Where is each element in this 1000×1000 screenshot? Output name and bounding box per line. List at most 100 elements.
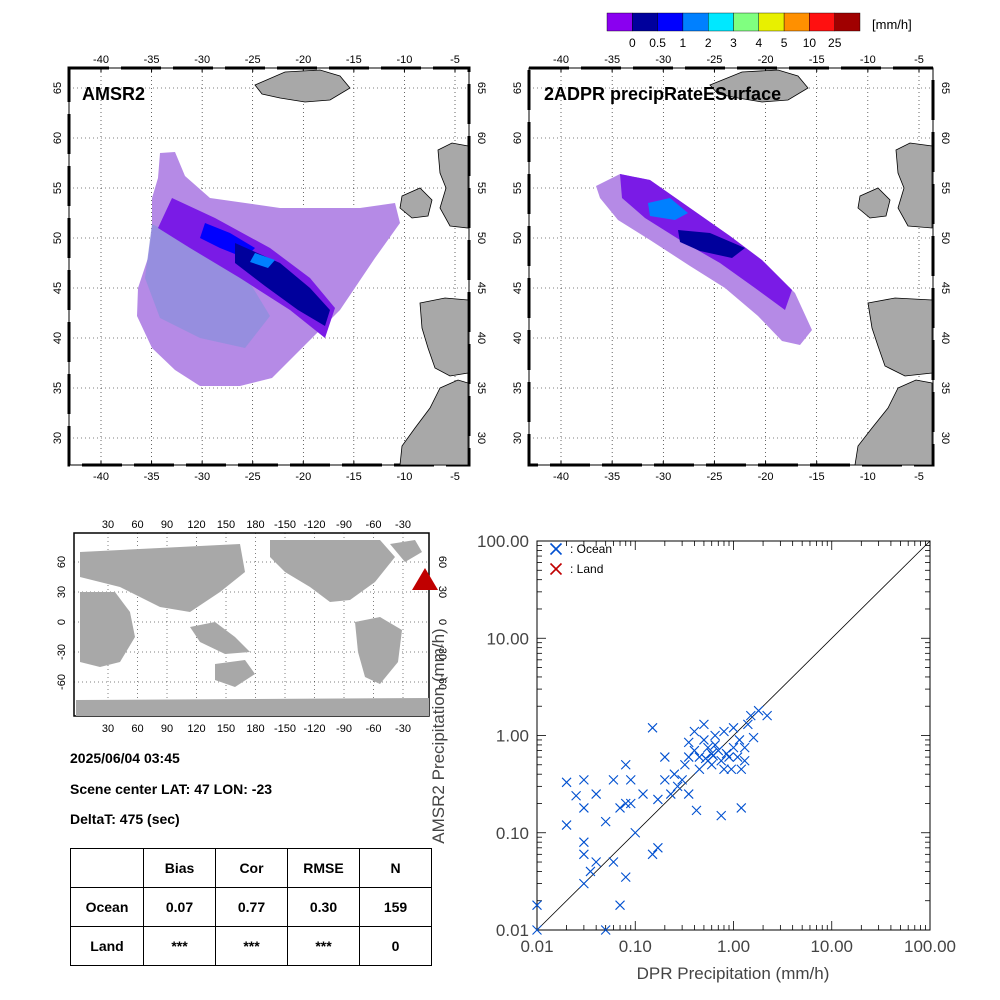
data-point-stroke — [578, 878, 589, 889]
map-left-lat-labels: 65 60 55 50 45 40 35 30 — [512, 82, 524, 444]
data-point-stroke — [677, 774, 688, 785]
map-lat-label: 30 — [475, 432, 487, 444]
map-right-lat-labels: 65 60 55 50 45 40 35 30 — [475, 82, 487, 444]
stats-row-label: Land — [70, 926, 144, 966]
ocean-data-point — [677, 774, 688, 785]
data-point-stroke — [745, 710, 756, 721]
ocean-data-point — [689, 726, 700, 737]
dpr-map-panel: -40 -35 -30 -25 -20 -15 -10 -5 -40 -35 -30 -25 -20-… — [512, 54, 951, 483]
world-lat-label: 60 — [436, 556, 448, 568]
ocean-data-point — [615, 900, 625, 911]
data-point-stroke — [728, 742, 739, 753]
world-left-lat-labels: 60 30 0 -30 -60 — [56, 556, 68, 690]
data-point-stroke — [728, 722, 739, 733]
ocean-data-point — [600, 925, 611, 935]
colorbar-label: 5 — [781, 36, 788, 50]
ocean-data-point — [700, 753, 711, 764]
ocean-data-point — [665, 789, 676, 799]
map-lat-label: 55 — [52, 182, 64, 194]
colorbar-swatch — [632, 12, 658, 32]
map-lat-label: 30 — [52, 432, 64, 444]
ocean-data-point — [691, 805, 702, 816]
colorbar-swatch — [834, 12, 861, 32]
data-point-stroke — [742, 719, 753, 730]
stats-row-ocean: Ocean 0.07 0.77 0.30 159 — [70, 887, 432, 927]
colorbar-swatch — [783, 12, 810, 32]
data-point-stroke — [710, 740, 721, 750]
data-point-stroke — [739, 742, 750, 753]
colorbar-swatch — [682, 12, 709, 32]
map-top-lon-labels: -40 -35 -30 -25 -20 -15 -10 -5 — [93, 54, 460, 66]
colorbar-label: 2 — [705, 36, 712, 50]
scatter-x-tick-label: 1.00 — [717, 937, 750, 956]
data-point-stroke — [691, 805, 702, 816]
ocean-data-point — [625, 774, 636, 785]
ocean-data-point — [699, 735, 709, 745]
world-lat-label: -30 — [436, 644, 448, 660]
ocean-data-point — [600, 816, 611, 827]
map-lon-label: -30 — [194, 471, 210, 483]
statistics-table: Bias Cor RMSE N Ocean 0.07 0.77 0.30 159… — [70, 848, 432, 966]
map-top-lon-labels: -40 -35 -30 -25 -20 -15 -10 -5 — [553, 54, 924, 66]
ocean-data-point — [732, 752, 743, 762]
colorbar-unit: [mm/h] — [872, 17, 912, 32]
land-africa — [854, 379, 933, 466]
map-lon-label: -5 — [450, 471, 460, 483]
amsr2-map-panel: -40 -35 -30 -25 -20 -15 -10 -5 -40 -35 -30 -25 -20-… — [52, 54, 487, 483]
scene-location-marker — [412, 568, 438, 590]
scatter-ticks — [536, 540, 931, 931]
map-lon-label: -35 — [144, 471, 160, 483]
colorbar-swatch — [758, 12, 785, 32]
data-point-stroke — [748, 732, 759, 743]
data-point-stroke — [532, 925, 542, 935]
legend-label: : Ocean — [570, 542, 612, 556]
map-lat-label: 45 — [475, 282, 487, 294]
data-point-stroke — [700, 753, 711, 764]
world-lon-label: 120 — [187, 519, 205, 531]
ocean-data-point — [694, 764, 705, 775]
data-point-stroke — [615, 900, 625, 911]
map-bottom-lon-labels: -40 -35 -30 -25 -20 -15 -10 -5 — [93, 471, 460, 483]
world-lon-label: -120 — [303, 723, 325, 735]
ocean-data-point — [659, 752, 670, 762]
world-lat-label: 0 — [56, 619, 68, 625]
world-lon-label: 60 — [131, 723, 143, 735]
ocean-data-point — [578, 774, 589, 785]
map-lat-label: 55 — [512, 182, 524, 194]
ocean-data-point — [679, 759, 690, 770]
colorbar-label: 25 — [828, 36, 842, 50]
map-lat-label: 60 — [939, 132, 951, 144]
data-point-stroke — [694, 752, 705, 762]
data-point-stroke — [719, 764, 729, 775]
scene-center: Scene center LAT: 47 LON: -23 — [70, 781, 273, 797]
ocean-data-point — [578, 803, 589, 813]
ocean-data-point — [710, 740, 721, 750]
ocean-data-point — [561, 777, 572, 788]
stats-cell-rmse: 0.30 — [287, 887, 360, 927]
data-point-stroke — [739, 755, 750, 766]
scatter-y-tick-label: 0.01 — [496, 921, 529, 940]
colorbar-label: 0 — [629, 36, 636, 50]
ocean-data-point — [669, 769, 680, 780]
stats-cell-bias: *** — [143, 926, 216, 966]
world-lat-label: 30 — [56, 586, 68, 598]
ocean-data-point — [716, 755, 727, 766]
stats-header-n: N — [359, 848, 432, 888]
ocean-data-point — [683, 752, 694, 762]
scatter-legend: : Ocean: Land — [549, 542, 612, 576]
map-lon-label: -35 — [604, 54, 620, 66]
ocean-data-point — [532, 900, 542, 911]
stats-header-blank — [70, 848, 144, 888]
ocean-data-point — [753, 705, 764, 716]
data-point-stroke — [703, 742, 713, 753]
ocean-data-point — [739, 742, 750, 753]
world-locator-map: 30 60 90 120 150 180 -150 -120 -90 -60 -30 30 60 90 1… — [56, 519, 448, 735]
map-lon-label: -5 — [914, 54, 924, 66]
colorbar-label: 1 — [680, 36, 687, 50]
data-point-stroke — [683, 752, 694, 762]
data-point-stroke — [708, 750, 718, 761]
data-point-stroke — [736, 764, 747, 775]
stats-row-label: Ocean — [70, 887, 144, 927]
map-left-lat-labels: 65 60 55 50 45 40 35 30 — [52, 82, 64, 444]
ocean-data-point — [683, 789, 694, 799]
